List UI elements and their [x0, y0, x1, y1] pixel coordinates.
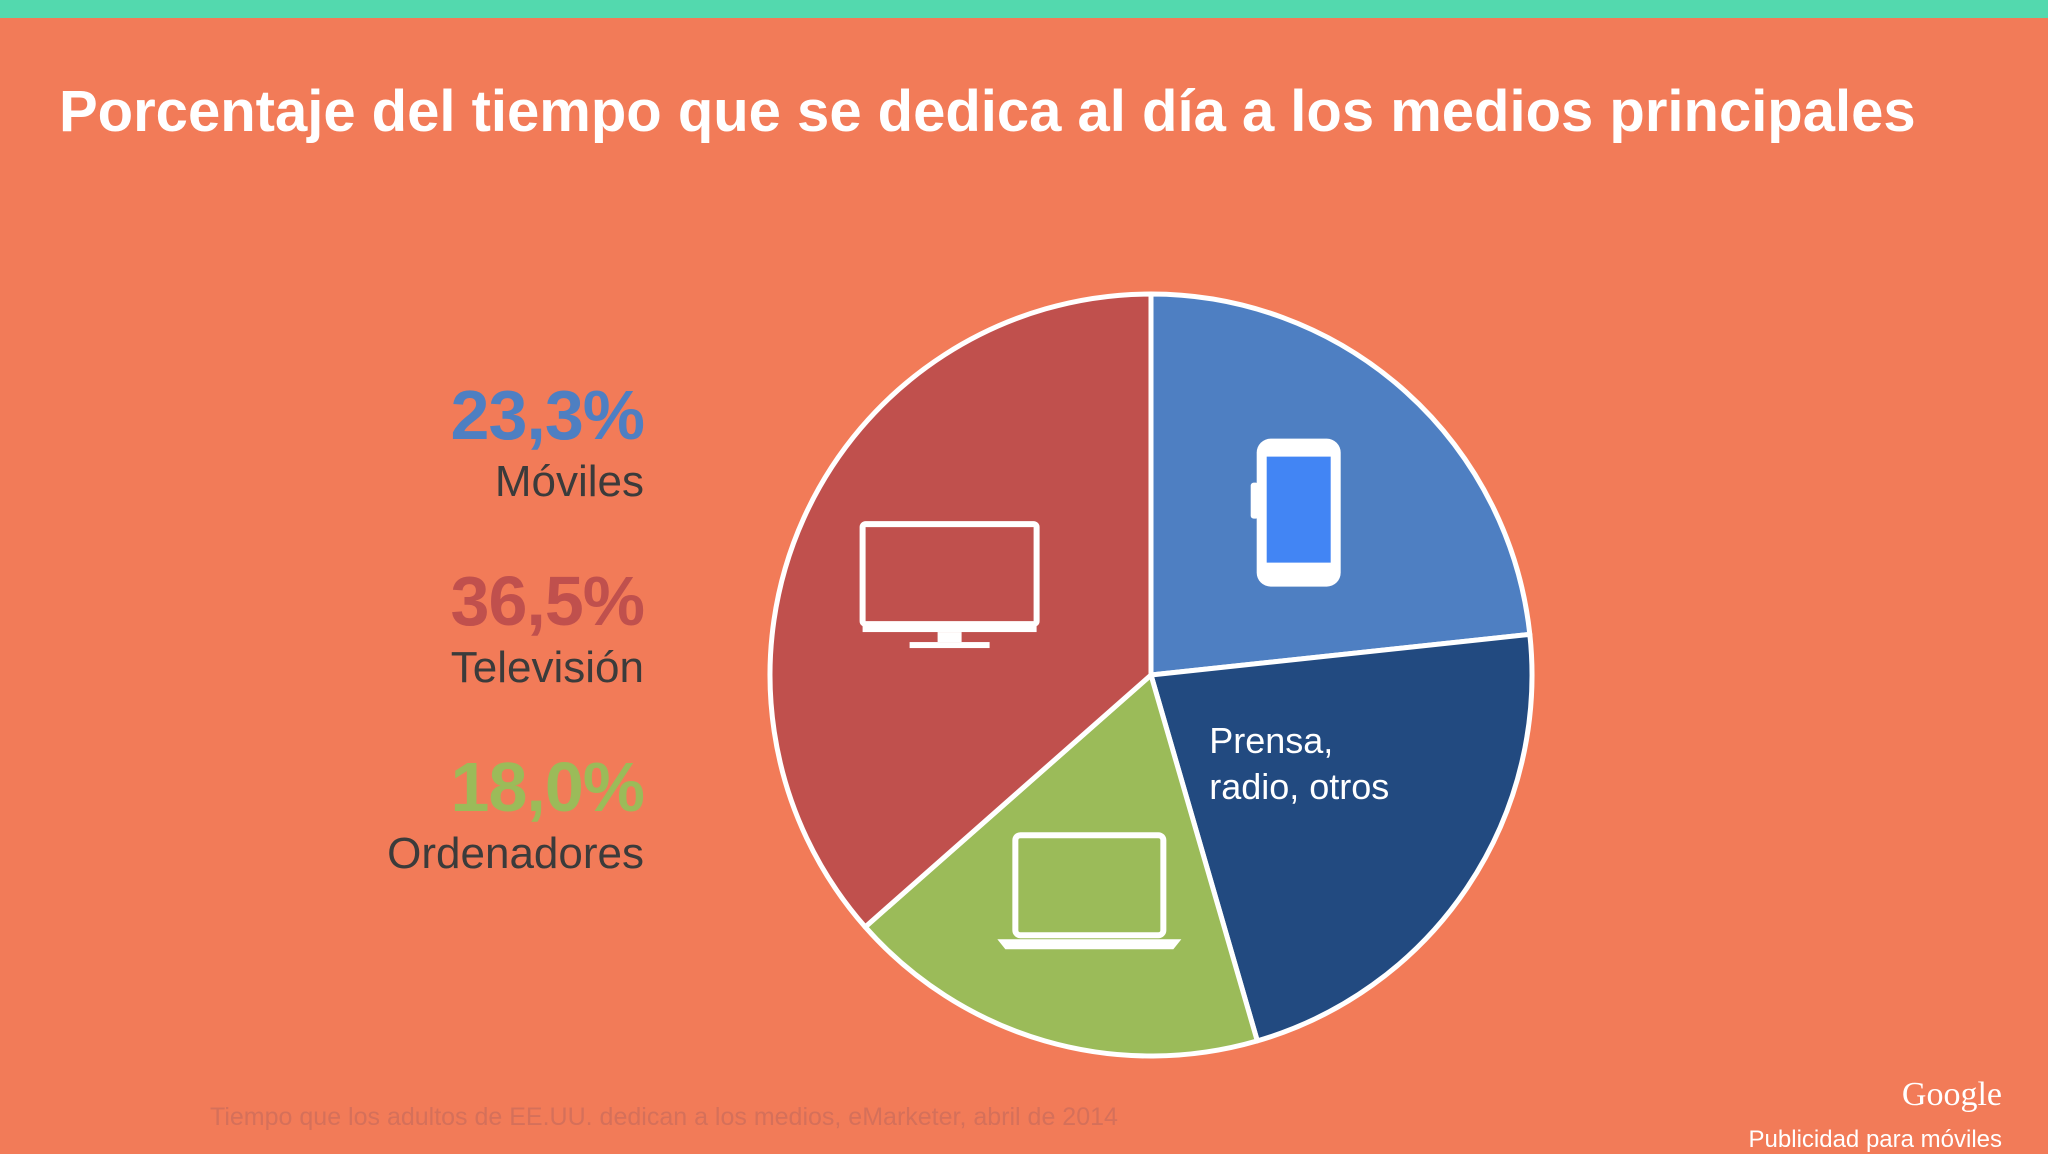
tv-monitor-icon [859, 521, 1040, 649]
legend-value-computers: 18,0% [450, 748, 645, 826]
legend-label-television: Televisión [450, 643, 644, 692]
source-note: Tiempo que los adultos de EE.UU. dedican… [210, 1103, 1118, 1131]
pie-slice-prensa-radio-otros [1148, 631, 1535, 1044]
brand: Google Publicidad para móviles [1749, 1078, 2002, 1154]
legend: 23,3% Móviles 36,5% Televisión 18,0% Ord… [184, 376, 645, 938]
legend-label-mobile: Móviles [494, 457, 644, 506]
legend-item-mobile: 23,3% Móviles [184, 376, 645, 566]
slice-label-prensa-radio-otros: Prensa, radio, otros [1209, 720, 1389, 807]
smartphone-icon [1250, 438, 1341, 587]
legend-item-television: 36,5% Televisión [184, 562, 645, 752]
top-accent-bar [0, 0, 2048, 18]
legend-label-computers: Ordenadores [387, 829, 644, 878]
legend-value-television: 36,5% [450, 562, 645, 640]
legend-value-mobile: 23,3% [450, 376, 645, 454]
laptop-icon [997, 832, 1182, 950]
page-title: Porcentaje del tiempo que se dedica al d… [59, 79, 1916, 144]
legend-item-computers: 18,0% Ordenadores [184, 748, 645, 938]
brand-subtitle: Publicidad para móviles [1748, 1126, 2002, 1153]
pie-slice-ordenadores [862, 672, 1260, 1059]
pie-slice-television [767, 291, 1154, 930]
google-logo: Google [1901, 1076, 2002, 1113]
